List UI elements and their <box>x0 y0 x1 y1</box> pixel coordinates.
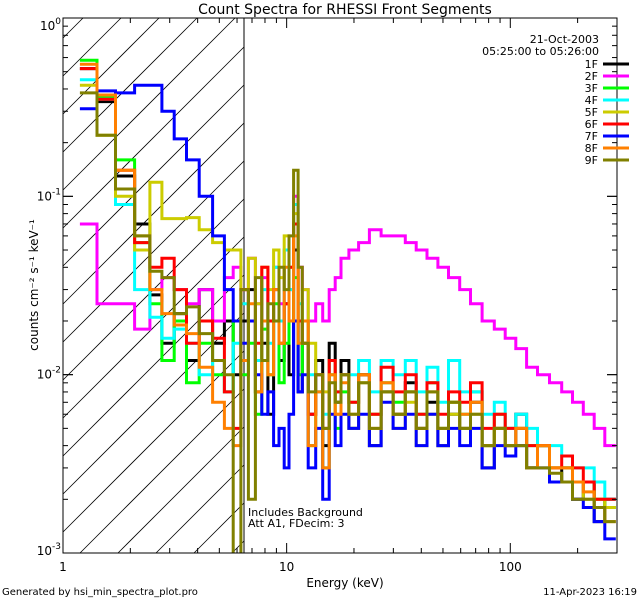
hatch-line <box>117 426 245 554</box>
hatch-line <box>62 236 245 419</box>
chart-title: Count Spectra for RHESSI Front Segments <box>198 2 492 18</box>
hatch-line <box>79 388 245 554</box>
series-line-9F <box>79 91 616 553</box>
x-tick-label: 100 <box>499 560 522 574</box>
hatch-line <box>62 160 245 343</box>
hatch-line <box>62 17 84 39</box>
hatch-line <box>62 122 245 305</box>
axis-ticks <box>62 17 618 554</box>
series-line-3F <box>79 58 616 509</box>
y-tick-label: 10-2 <box>37 366 61 382</box>
x-tick-label: 10 <box>279 560 294 574</box>
hatch-line <box>62 17 236 191</box>
legend-label-5F: 5F <box>585 106 598 119</box>
series-line-2F <box>79 194 616 448</box>
plot-frame <box>62 17 618 554</box>
y-axis-label: counts cm⁻² s⁻¹ keV⁻¹ <box>27 219 41 351</box>
footer-generated-by: Generated by hsi_min_spectra_plot.pro <box>2 587 198 598</box>
hatch-line <box>193 502 245 554</box>
footer-timestamp: 11-Apr-2023 16:19 <box>543 587 637 598</box>
attenuator-hatch <box>62 17 245 554</box>
hatch-line <box>62 350 245 533</box>
hatch-line <box>62 17 160 115</box>
hatch-line <box>62 17 122 77</box>
hatch-line <box>62 84 245 267</box>
legend-label-8F: 8F <box>585 142 598 155</box>
annotation-attenuator: Att A1, FDecim: 3 <box>248 517 345 530</box>
legend-label-7F: 7F <box>585 130 598 143</box>
annotation-background: Includes Background <box>248 506 363 519</box>
series-group <box>79 58 616 553</box>
x-tick-labels: 1 10 100 <box>59 560 522 574</box>
hatch-line <box>62 17 198 153</box>
y-tick-label: 10-3 <box>37 542 61 558</box>
date-label: 21-Oct-2003 <box>530 33 599 46</box>
y-tick-label: 100 <box>40 17 61 33</box>
x-tick-label: 1 <box>59 560 67 574</box>
legend-label-6F: 6F <box>585 118 598 131</box>
time-range-label: 05:25:00 to 05:26:00 <box>482 45 599 58</box>
series-line-7F <box>79 83 616 541</box>
y-tick-labels: 100 10-1 10-2 10-3 <box>37 17 62 558</box>
legend-label-2F: 2F <box>585 70 598 83</box>
legend-label-3F: 3F <box>585 82 598 95</box>
hatch-line <box>155 464 245 554</box>
series-line-1F <box>79 67 616 524</box>
y-tick-label: 10-1 <box>37 187 61 203</box>
legend-label-4F: 4F <box>585 94 598 107</box>
hatch-line <box>62 274 245 457</box>
x-axis-label: Energy (keV) <box>306 576 383 590</box>
legend-label-1F: 1F <box>585 58 598 71</box>
legend-label-9F: 9F <box>585 154 598 167</box>
hatch-line <box>62 46 245 229</box>
series-line-8F <box>79 62 616 524</box>
